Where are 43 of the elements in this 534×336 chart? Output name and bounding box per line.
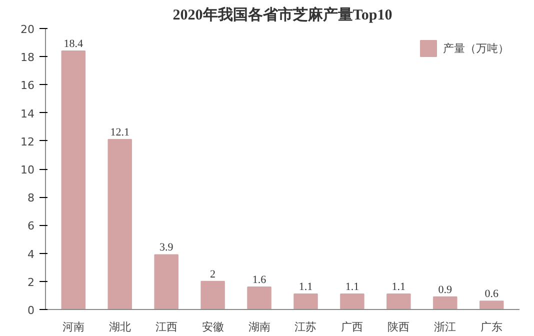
- bar: [386, 294, 411, 310]
- bar: [108, 138, 132, 310]
- data-label: 0.9: [438, 284, 453, 296]
- y-tick-label: 16: [20, 79, 35, 92]
- bar: [433, 296, 458, 310]
- y-tick-label: 14: [20, 107, 35, 120]
- bar: [61, 50, 86, 310]
- y-tick-label: 8: [28, 192, 34, 205]
- data-label: 1.1: [392, 281, 406, 294]
- data-label: 1.1: [298, 281, 313, 294]
- x-tick-label: 湖南: [248, 320, 270, 334]
- data-label: 0.6: [484, 288, 499, 300]
- y-tick-label: 0: [28, 304, 34, 317]
- data-label: 12.1: [110, 126, 130, 138]
- y-tick-label: 12: [20, 135, 35, 148]
- bar: [340, 294, 364, 310]
- y-tick-label: 10: [20, 164, 35, 176]
- y-tick-label: 6: [28, 220, 34, 233]
- x-tick-label: 河南: [62, 320, 84, 334]
- y-tick-label: 20: [20, 23, 35, 36]
- data-label: 2: [210, 268, 216, 280]
- data-label: 3.9: [159, 242, 174, 254]
- data-label: 1.1: [345, 281, 360, 294]
- x-tick-label: 浙江: [434, 320, 456, 334]
- bar: [294, 294, 318, 310]
- x-tick-label: 陕西: [388, 320, 410, 334]
- x-tick-label: 湖北: [108, 320, 131, 334]
- data-label: 1.6: [252, 274, 267, 286]
- x-tick-label: 广西: [341, 320, 364, 334]
- bar: [200, 280, 225, 310]
- x-tick-label: 安徽: [202, 320, 224, 334]
- y-tick-label: 4: [28, 248, 34, 261]
- data-label: 18.4: [64, 38, 84, 50]
- legend-label: 产量（万吨）: [443, 40, 509, 56]
- y-tick-label: 18: [20, 51, 35, 64]
- chart-title: 2020年我国各省市芝麻产量Top10: [172, 6, 392, 24]
- y-tick-label: 2: [28, 276, 34, 289]
- bar: [247, 286, 272, 310]
- x-tick-label: 广东: [480, 320, 503, 334]
- bar: [480, 300, 504, 310]
- bar: [154, 254, 178, 310]
- x-tick-label: 江苏: [294, 320, 317, 334]
- x-tick-label: 江西: [155, 320, 178, 334]
